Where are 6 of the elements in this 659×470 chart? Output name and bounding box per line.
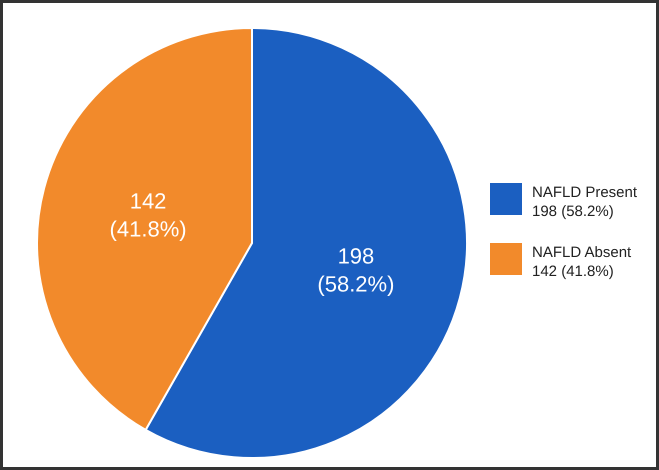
data-label: 142 (41.8%): [110, 188, 187, 242]
legend-label: NAFLD Present: [532, 183, 638, 202]
legend-label: NAFLD Absent: [532, 243, 632, 262]
text: 142 (41.8%): [532, 263, 614, 280]
text: 198 (58.2%): [317, 244, 394, 297]
data-label: 198 (58.2%): [532, 202, 615, 221]
